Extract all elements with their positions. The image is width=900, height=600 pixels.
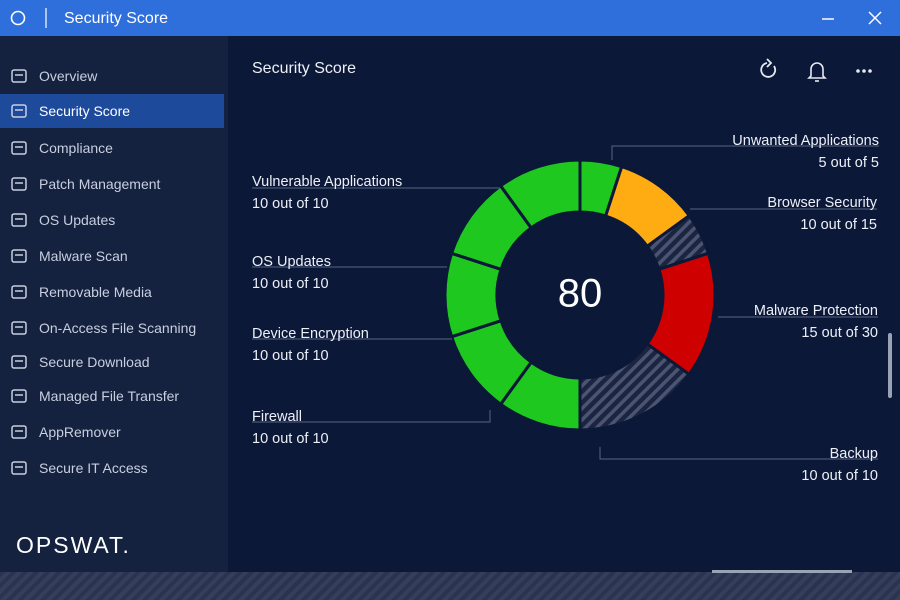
window-controls[interactable] [815,0,895,36]
nav-label: Secure Download [39,354,150,370]
category-label: OS Updates [252,254,331,270]
nav-item[interactable]: Secure Download [0,345,224,379]
more-button[interactable] [856,69,872,73]
score-label: 10 out of 10 [801,468,878,484]
nav-label: Compliance [39,140,113,156]
nav-label: Managed File Transfer [39,388,180,404]
nav-item[interactable]: Overview [0,59,224,93]
category-label: Malware Protection [754,303,878,319]
app-icon [10,8,47,28]
score-label: 10 out of 15 [800,217,877,233]
status-strip [0,570,900,600]
leader-line [599,447,878,460]
page-title: Security Score [252,60,356,77]
score-label: 10 out of 10 [252,196,329,212]
nav-label: Security Score [39,103,131,119]
nav-icon [11,213,27,227]
nav-item[interactable]: Removable Media [0,275,224,309]
logo: OPSWAT. [16,532,131,558]
score-label: 10 out of 10 [252,431,329,447]
nav-icon [11,285,27,299]
total-score: 80 [558,272,603,316]
segment [603,164,692,249]
sidebar: Overview Security Score Compliance Patch Ma… [0,36,228,572]
category-label: Backup [830,446,878,462]
nav-label: AppRemover [39,424,121,440]
category-label: Firewall [252,409,302,425]
leader-line [252,410,491,423]
score-label: 10 out of 10 [252,348,329,364]
nav-label: Overview [39,68,98,84]
nav-icon [11,69,27,83]
leader-line [611,145,879,160]
nav-icon [11,177,27,191]
category-label: Unwanted Applications [732,133,879,149]
nav-item[interactable]: Patch Management [0,167,224,201]
nav-item[interactable]: Managed File Transfer [0,379,224,413]
refresh-button[interactable] [760,58,777,78]
nav-icon [11,355,27,369]
score-label: 10 out of 10 [252,276,329,292]
window-title: Security Score [64,10,169,27]
nav-item[interactable]: Compliance [0,131,224,165]
segment [645,251,717,377]
notification-button[interactable] [807,62,827,82]
v-scrollbar[interactable] [888,333,892,398]
nav-item[interactable]: Malware Scan [0,239,224,273]
score-label: 5 out of 5 [819,155,879,171]
nav-label: Patch Management [39,176,161,192]
nav-icon [11,425,27,439]
nav-icon [11,141,27,155]
nav-label: Removable Media [39,284,152,300]
nav-label: On-Access File Scanning [39,320,197,336]
nav-icon [11,104,27,118]
segment [498,158,582,230]
nav-icon [11,461,27,475]
main-panel: Security Score Unwanted Applications 5 ou… [252,58,892,484]
nav-item[interactable]: Secure IT Access [0,451,224,485]
nav-item[interactable]: OS Updates [0,203,224,237]
category-label: Browser Security [767,195,877,211]
title-bar: Security Score [0,0,900,36]
nav-label: OS Updates [39,212,116,228]
nav-icon [11,389,27,403]
nav-item[interactable]: Security Score [0,94,224,128]
category-label: Vulnerable Applications [252,174,402,190]
h-scrollbar[interactable] [712,570,852,573]
nav-item[interactable]: On-Access File Scanning [0,311,224,345]
nav-label: Malware Scan [39,248,128,264]
nav-icon [11,321,27,335]
nav-item[interactable]: AppRemover [0,415,224,449]
nav-label: Secure IT Access [39,460,148,476]
score-label: 15 out of 30 [801,325,878,341]
nav-icon [11,249,27,263]
category-label: Device Encryption [252,326,369,342]
